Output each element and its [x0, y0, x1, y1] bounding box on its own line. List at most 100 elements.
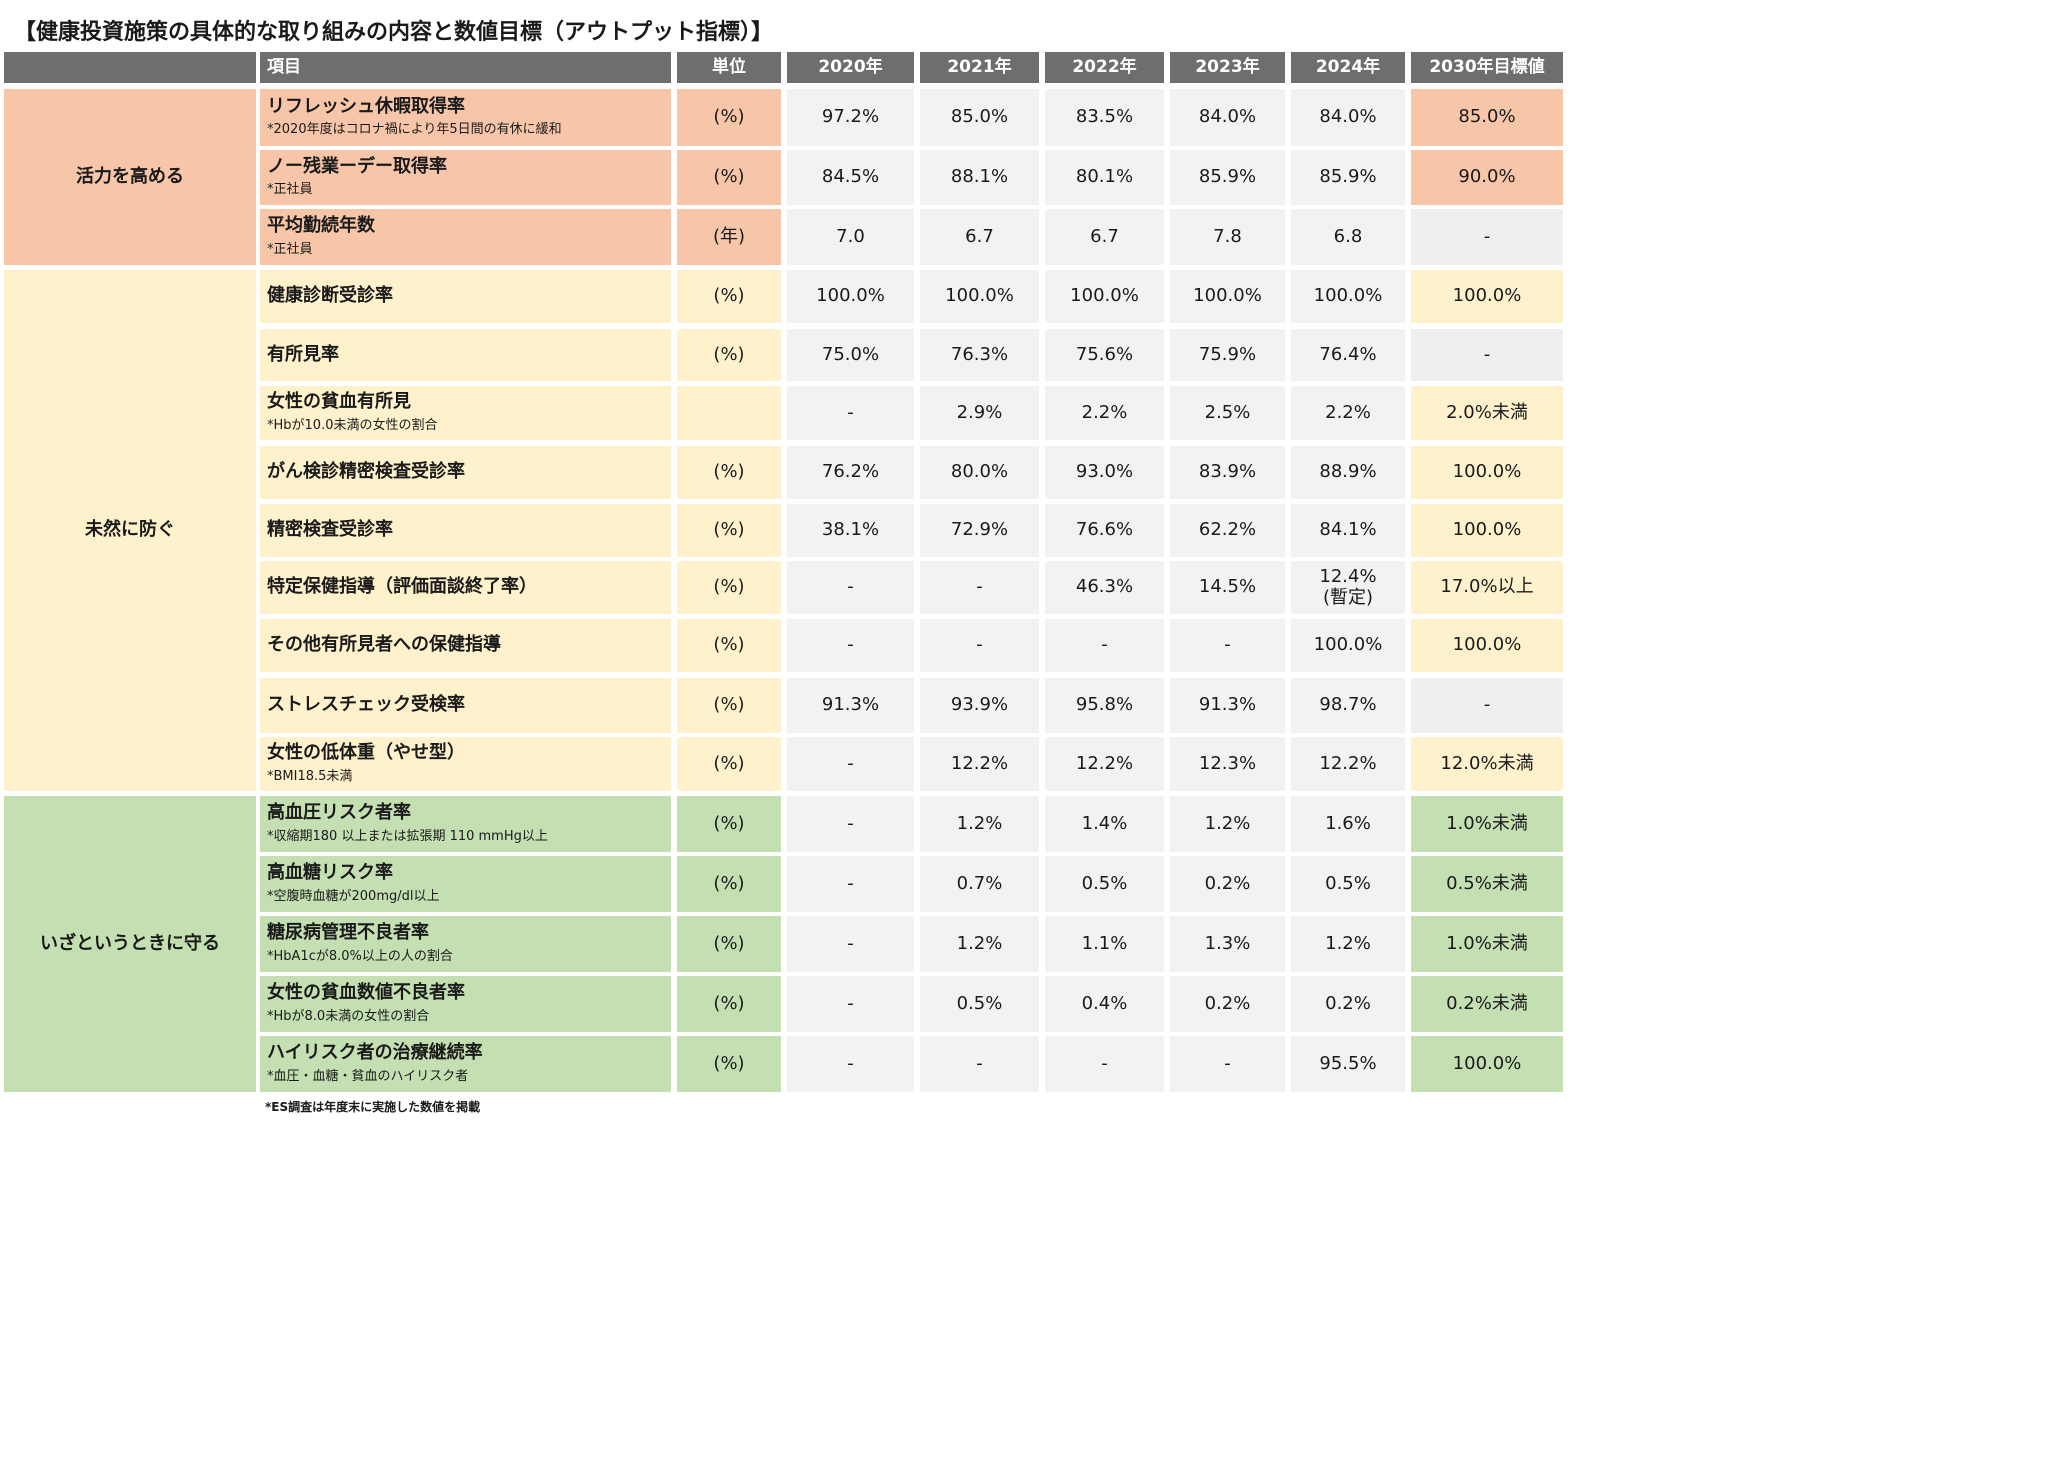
value-cell: - [1170, 619, 1285, 672]
header-category-cell [4, 52, 256, 83]
value-cell: 100.0% [1170, 270, 1285, 323]
value-cell: 1.2% [1291, 916, 1405, 972]
item-name: がん検診精密検査受診率 [267, 461, 465, 483]
value-cell: 76.3% [920, 329, 1039, 381]
value-cell: 7.0 [787, 209, 914, 265]
value-cell: 88.1% [920, 150, 1039, 205]
value-cell: 7.8 [1170, 209, 1285, 265]
value-cell: 0.5% [920, 976, 1039, 1032]
value-cell: - [787, 561, 914, 614]
item-note: *Hbが8.0未満の女性の割合 [267, 1008, 430, 1024]
value-cell: 0.4% [1045, 976, 1164, 1032]
item-name: 女性の低体重（やせ型） [267, 742, 465, 764]
category-label: 未然に防ぐ [4, 270, 256, 791]
value-cell: 83.9% [1170, 446, 1285, 499]
value-cell: 98.7% [1291, 678, 1405, 733]
value-cell: - [1045, 1036, 1164, 1092]
value-cell: 84.1% [1291, 504, 1405, 557]
target-cell: 100.0% [1411, 504, 1563, 557]
value-cell: - [787, 856, 914, 912]
unit-cell: (%) [677, 561, 781, 614]
header-year: 2022年 [1045, 52, 1164, 83]
header-year: 2020年 [787, 52, 914, 83]
value-cell: - [787, 386, 914, 440]
value-cell: - [787, 916, 914, 972]
header-target: 2030年目標値 [1411, 52, 1563, 83]
page-title: 【健康投資施策の具体的な取り組みの内容と数値目標（アウトプット指標）】 [14, 20, 774, 45]
value-cell: 100.0% [1291, 270, 1405, 323]
value-cell: 12.3% [1170, 737, 1285, 791]
target-cell: 90.0% [1411, 150, 1563, 205]
target-cell: 1.0%未満 [1411, 916, 1563, 972]
category-label: いざというときに守る [4, 796, 256, 1092]
unit-cell: (%) [677, 446, 781, 499]
value-cell: 0.2% [1170, 856, 1285, 912]
value-cell: 1.6% [1291, 796, 1405, 852]
unit-cell [677, 386, 781, 440]
value-cell: - [787, 1036, 914, 1092]
value-cell: 0.7% [920, 856, 1039, 912]
item-cell: 高血圧リスク者率 *収縮期180 以上または拡張期 110 mmHg以上 [260, 796, 671, 852]
item-name: 高血圧リスク者率 [267, 802, 411, 824]
unit-cell: (%) [677, 976, 781, 1032]
target-cell: 12.0%未満 [1411, 737, 1563, 791]
item-name: 特定保健指導（評価面談終了率） [267, 576, 537, 598]
item-cell: リフレッシュ休暇取得率 *2020年度はコロナ禍により年5日間の有休に緩和 [260, 89, 671, 146]
value-cell: 2.5% [1170, 386, 1285, 440]
item-note: *HbA1cが8.0%以上の人の割合 [267, 948, 453, 964]
value-cell: 76.2% [787, 446, 914, 499]
target-cell: - [1411, 678, 1563, 733]
item-name: ストレスチェック受検率 [267, 694, 465, 716]
item-cell: ハイリスク者の治療継続率 *血圧・血糖・貧血のハイリスク者 [260, 1036, 671, 1092]
item-name: ハイリスク者の治療継続率 [267, 1042, 483, 1064]
value-cell: 91.3% [1170, 678, 1285, 733]
header-year: 2024年 [1291, 52, 1405, 83]
item-cell: 健康診断受診率 [260, 270, 671, 323]
value-cell: 85.9% [1291, 150, 1405, 205]
item-name: 有所見率 [267, 343, 339, 365]
value-cell: 12.2% [920, 737, 1039, 791]
target-cell: 0.5%未満 [1411, 856, 1563, 912]
target-cell: 100.0% [1411, 446, 1563, 499]
item-name: 健康診断受診率 [267, 285, 393, 307]
item-cell: 糖尿病管理不良者率 *HbA1cが8.0%以上の人の割合 [260, 916, 671, 972]
item-cell: 女性の貧血有所見 *Hbが10.0未満の女性の割合 [260, 386, 671, 440]
value-cell: 75.9% [1170, 329, 1285, 381]
value-cell: - [920, 619, 1039, 672]
value-cell: 6.8 [1291, 209, 1405, 265]
value-cell: 62.2% [1170, 504, 1285, 557]
target-cell: 100.0% [1411, 1036, 1563, 1092]
target-cell: 1.0%未満 [1411, 796, 1563, 852]
value-cell: 76.6% [1045, 504, 1164, 557]
value-cell: 1.2% [920, 916, 1039, 972]
value-cell: 0.2% [1291, 976, 1405, 1032]
unit-cell: (%) [677, 678, 781, 733]
value-cell: 80.1% [1045, 150, 1164, 205]
value-cell: 1.3% [1170, 916, 1285, 972]
value-cell: 85.0% [920, 89, 1039, 146]
item-note: *正社員 [267, 182, 313, 198]
value-cell: 1.1% [1045, 916, 1164, 972]
value-cell: 84.5% [787, 150, 914, 205]
item-note: *空腹時血糖が200mg/dl以上 [267, 888, 440, 904]
target-cell: 17.0%以上 [1411, 561, 1563, 614]
value-cell: - [1045, 619, 1164, 672]
value-cell: 6.7 [1045, 209, 1164, 265]
value-cell: - [787, 619, 914, 672]
item-name: 精密検査受診率 [267, 519, 393, 541]
value-cell: 46.3% [1045, 561, 1164, 614]
value-cell: 6.7 [920, 209, 1039, 265]
item-cell: その他有所見者への保健指導 [260, 619, 671, 672]
item-note: *BMI18.5未満 [267, 768, 353, 784]
value-cell: 84.0% [1291, 89, 1405, 146]
target-cell: - [1411, 329, 1563, 381]
item-cell: 平均勤続年数 *正社員 [260, 209, 671, 265]
value-cell: 12.2% [1291, 737, 1405, 791]
value-cell: 97.2% [787, 89, 914, 146]
value-cell: 100.0% [787, 270, 914, 323]
value-cell: 84.0% [1170, 89, 1285, 146]
item-name: その他有所見者への保健指導 [267, 634, 501, 656]
value-cell: 95.8% [1045, 678, 1164, 733]
value-cell: 83.5% [1045, 89, 1164, 146]
unit-cell: (%) [677, 89, 781, 146]
